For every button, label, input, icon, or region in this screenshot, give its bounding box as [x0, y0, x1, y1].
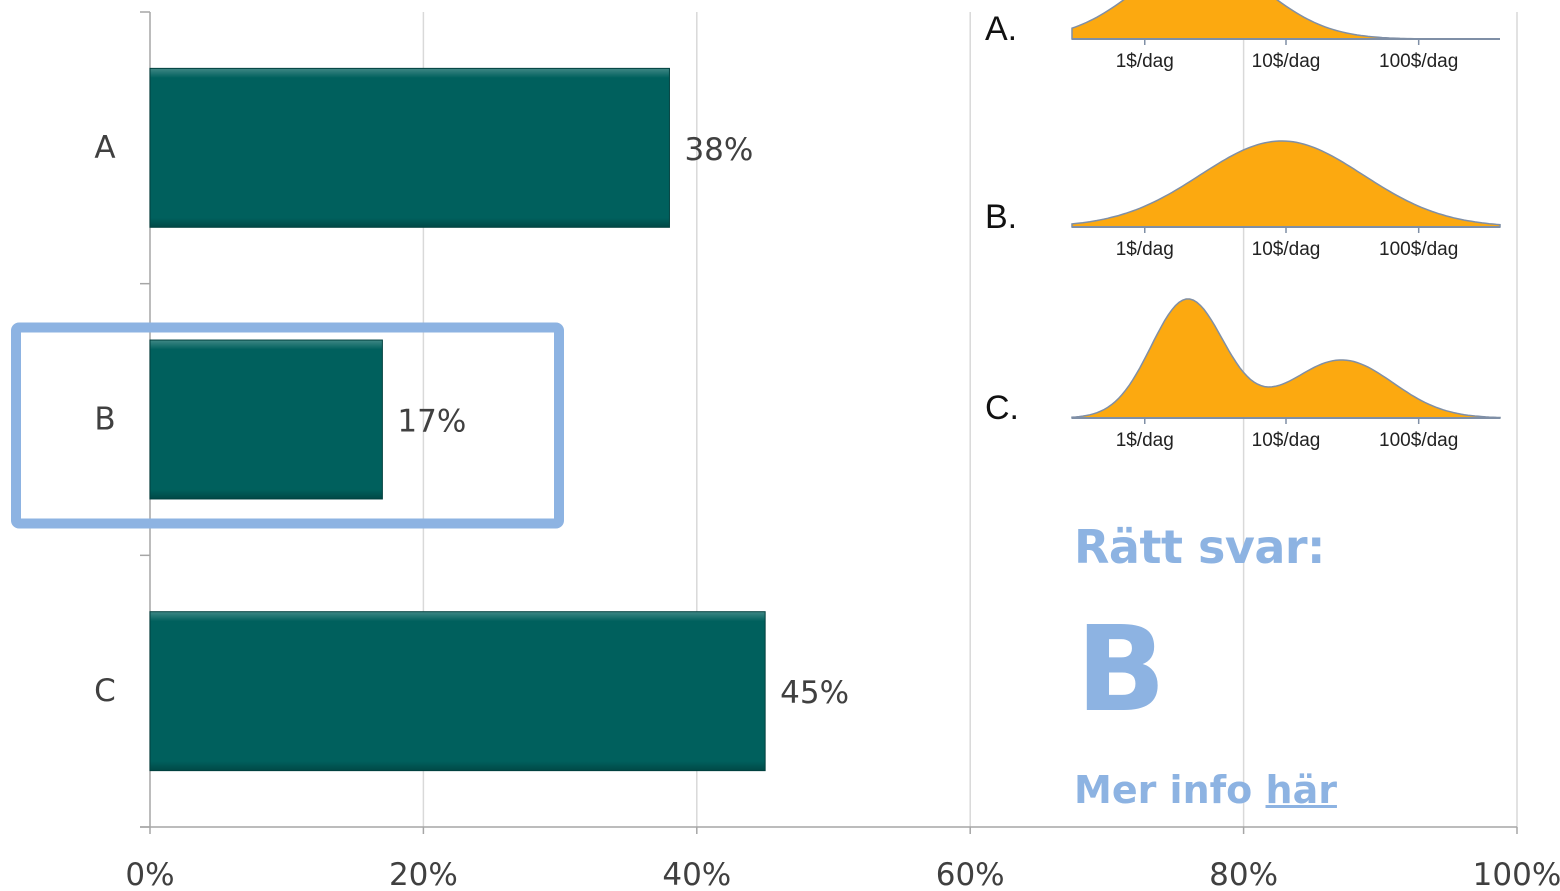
- correct-answer-highlight: [11, 322, 564, 529]
- density-tick-label: 100$/dag: [1379, 430, 1458, 451]
- x-tick-label: 40%: [662, 857, 731, 891]
- x-tick-label: 80%: [1209, 857, 1278, 891]
- density-tick-label: 10$/dag: [1252, 430, 1321, 451]
- option-a-distribution: A. 1$/dag 10$/dag 100$/dag: [985, 0, 1500, 72]
- x-tick-label: 20%: [389, 857, 458, 891]
- density-tick-label: 100$/dag: [1379, 239, 1458, 260]
- category-label: C: [94, 673, 116, 709]
- density-tick-label: 1$/dag: [1116, 51, 1174, 72]
- bar-bevel: [149, 339, 383, 500]
- option-c-distribution: C. 1$/dag 10$/dag 100$/dag: [985, 298, 1501, 451]
- data-label: 45%: [780, 675, 849, 711]
- option-letter: C.: [985, 389, 1019, 427]
- density-tick-label: 1$/dag: [1116, 239, 1174, 260]
- density-curve: [1071, 0, 1500, 40]
- x-tick-label: 60%: [936, 857, 1005, 891]
- category-label: B: [94, 402, 115, 438]
- more-info-link[interactable]: här: [1265, 768, 1337, 812]
- answer-heading: Rätt svar:: [1074, 520, 1325, 574]
- more-info-text: Mer info: [1074, 768, 1266, 812]
- density-curve: [1071, 140, 1501, 228]
- density-curve: [1071, 298, 1501, 419]
- bar-bevel: [149, 67, 670, 228]
- density-tick-label: 10$/dag: [1252, 239, 1321, 260]
- option-letter: B.: [985, 198, 1017, 236]
- bars: [149, 67, 766, 772]
- density-tick-label: 1$/dag: [1116, 430, 1174, 451]
- labels: 0% 20% 40% 60% 80% 100% A 38% B 17% C 45%: [94, 130, 1560, 891]
- data-label: 38%: [684, 132, 753, 168]
- more-info-line: Mer info här: [1074, 768, 1337, 812]
- x-tick-label: 100%: [1473, 857, 1560, 891]
- density-tick-label: 10$/dag: [1252, 51, 1321, 72]
- bar-bevel: [149, 611, 766, 772]
- category-label: A: [94, 130, 115, 166]
- answer-letter: B: [1076, 600, 1166, 738]
- option-b-distribution: B. 1$/dag 10$/dag 100$/dag: [985, 140, 1501, 260]
- data-label: 17%: [397, 404, 466, 440]
- density-tick-label: 100$/dag: [1379, 51, 1458, 72]
- x-tick-label: 0%: [125, 857, 174, 891]
- distribution-options: A. 1$/dag 10$/dag 100$/dag B. 1$/dag 10$/dag 10…: [985, 0, 1501, 451]
- option-letter: A.: [985, 10, 1017, 48]
